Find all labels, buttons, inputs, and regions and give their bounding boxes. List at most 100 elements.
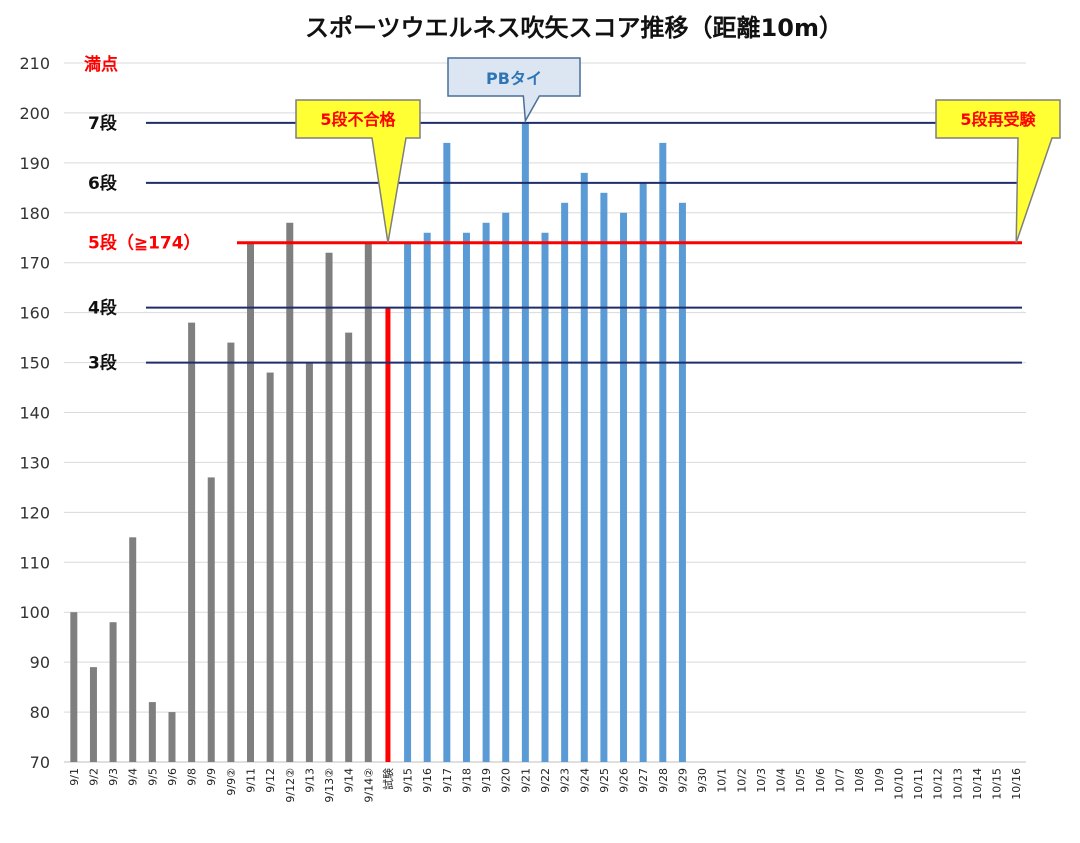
reference-label: 4段 [88, 298, 117, 319]
chart-title: スポーツウエルネス吹矢スコア推移（距離10m） [305, 14, 843, 42]
bar-9/25 [600, 192, 608, 763]
x-tick-label: 9/2 [87, 768, 100, 786]
bar-9/13 [305, 362, 313, 762]
bar-9/2 [89, 667, 97, 762]
bar-9/14② [364, 242, 372, 762]
y-tick-label: 150 [19, 354, 50, 373]
x-tick-label: 9/26 [618, 768, 631, 793]
x-tick-label: 10/3 [755, 768, 768, 793]
bar-9/28 [659, 142, 667, 762]
bar-9/13② [325, 252, 333, 762]
y-tick-label: 200 [19, 104, 50, 123]
y-axis: 70 80 90 100 110 120 130 140 150 160 170 180 190 200 2… [19, 54, 50, 772]
bar-9/12 [266, 372, 274, 762]
x-axis: 9/1 9/2 9/3 9/4 9/5 9/6 9/8 9/9 9/9② 9/11 9/12 9/12… [68, 768, 1023, 803]
bar-9/20 [502, 212, 510, 763]
x-tick-label: 9/11 [245, 768, 258, 793]
y-tick-label: 180 [19, 204, 50, 223]
bar-9/17 [443, 142, 451, 762]
bar-9/3 [109, 622, 117, 762]
y-tick-label: 210 [19, 54, 50, 73]
x-tick-label: 10/14 [971, 768, 984, 800]
y-tick-label: 160 [19, 304, 50, 323]
x-tick-label: 9/23 [559, 768, 572, 793]
bar-9/26 [620, 212, 628, 763]
x-tick-label: 9/6 [166, 768, 179, 786]
y-tick-label: 130 [19, 453, 50, 472]
bar-9/22 [541, 232, 549, 762]
callout-retake-text: 5段再受験 [960, 110, 1036, 129]
x-tick-label: 9/27 [637, 768, 650, 793]
y-tick-label: 120 [19, 503, 50, 522]
bar-9/14 [345, 332, 353, 762]
callout-retake [935, 99, 1061, 243]
x-tick-label: 9/1 [68, 768, 81, 786]
y-tick-label: 90 [30, 653, 50, 672]
x-tick-label: 9/29 [676, 768, 689, 793]
bar-9/27 [639, 182, 647, 763]
callout-fail [295, 99, 421, 243]
x-tick-label: 10/2 [735, 768, 748, 793]
y-tick-label: 170 [19, 254, 50, 273]
bar-9/8 [188, 322, 196, 762]
y-tick-label: 80 [30, 703, 50, 722]
x-tick-label: 9/13② [323, 768, 336, 803]
x-tick-label: 10/16 [1010, 768, 1023, 800]
x-tick-label: 10/13 [951, 768, 964, 800]
bar-9/18 [462, 232, 470, 762]
x-tick-label: 9/28 [657, 768, 670, 793]
x-tick-label: 9/8 [186, 768, 199, 786]
y-tick-label: 190 [19, 154, 50, 173]
x-tick-label: 9/20 [500, 768, 513, 793]
x-tick-label: 9/17 [441, 768, 454, 793]
callout-pb-text: PBタイ [486, 69, 542, 88]
bar-9/19 [482, 222, 490, 762]
x-tick-label: 9/13 [303, 768, 316, 793]
x-tick-label: 9/12② [284, 768, 297, 803]
x-tick-label: 9/30 [696, 768, 709, 793]
x-tick-label: 9/21 [519, 768, 532, 793]
bar-9/29 [678, 202, 686, 763]
bar-9/16 [423, 232, 431, 762]
x-tick-label: 10/12 [932, 768, 945, 800]
x-tick-label: 10/8 [853, 768, 866, 793]
reference-label: 5段（≧174） [88, 233, 201, 254]
x-tick-label: 9/16 [421, 768, 434, 793]
x-tick-label: 10/7 [833, 768, 846, 793]
x-tick-label: 9/3 [107, 768, 120, 786]
callouts: PBタイ 5段不合格 5段再受験 [295, 57, 1061, 243]
x-tick-label: 9/15 [402, 768, 415, 793]
x-tick-label: 9/14② [362, 768, 375, 803]
x-tick-label: 9/4 [127, 768, 140, 786]
x-tick-label: 9/5 [146, 768, 159, 786]
max-score-label: 満点 [84, 54, 118, 75]
bar-9/9② [227, 342, 235, 762]
x-tick-label: 9/22 [539, 768, 552, 793]
x-tick-label: 9/19 [480, 768, 493, 793]
bar-9/12② [286, 222, 294, 762]
y-tick-label: 100 [19, 603, 50, 622]
bar-9/21 [521, 122, 529, 762]
x-tick-label: 9/25 [598, 768, 611, 793]
y-tick-label: 140 [19, 404, 50, 423]
x-tick-label: 9/9② [225, 768, 238, 796]
reference-lines: 7段 6段 5段（≧174） 4段 3段 満点 [84, 54, 1022, 374]
bar-9/1 [70, 612, 78, 762]
bar-9/23 [561, 202, 569, 763]
x-tick-label: 9/12 [264, 768, 277, 793]
x-tick-label: 10/9 [873, 768, 886, 793]
bars [70, 122, 686, 763]
x-tick-label: 10/1 [716, 768, 729, 793]
x-tick-label: 10/11 [912, 768, 925, 800]
bar-試験 [385, 307, 391, 762]
x-tick-label: 10/5 [794, 768, 807, 793]
x-tick-label: 9/24 [578, 768, 591, 793]
x-tick-label: 9/18 [460, 768, 473, 793]
x-tick-label: 9/9 [205, 768, 218, 786]
reference-label: 3段 [88, 353, 117, 374]
x-tick-label: 10/4 [775, 768, 788, 793]
bar-9/11 [247, 242, 255, 762]
x-tick-label: 試験 [381, 768, 395, 790]
callout-fail-text: 5段不合格 [320, 110, 396, 129]
